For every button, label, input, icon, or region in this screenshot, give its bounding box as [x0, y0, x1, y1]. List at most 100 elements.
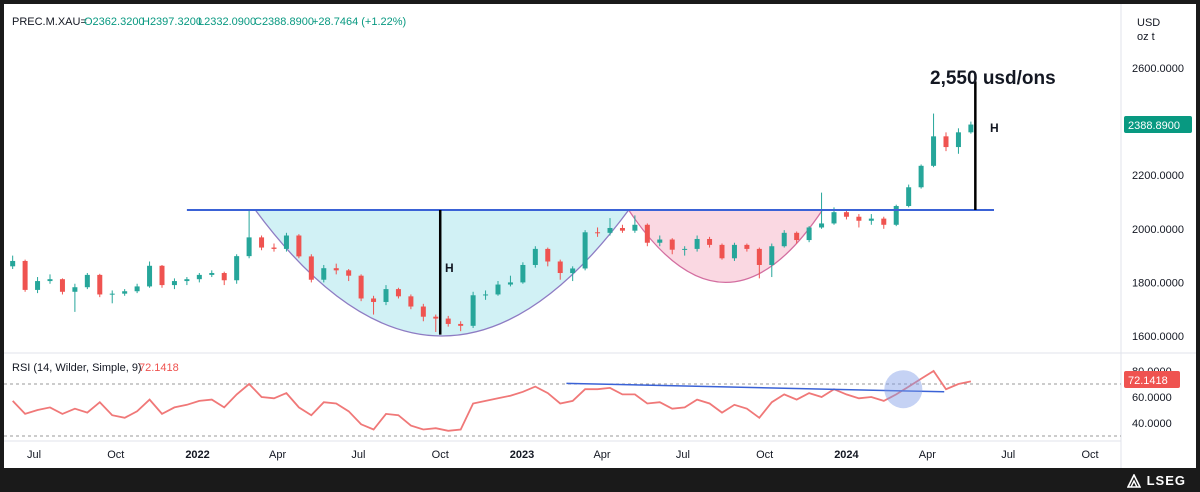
candle-body — [831, 212, 837, 224]
time-tick-label: Oct — [107, 449, 124, 461]
time-tick-label: Jul — [27, 449, 41, 461]
time-tick-label: 2024 — [834, 449, 859, 461]
candle-body — [283, 235, 289, 249]
header-close: C2388.8900 — [254, 16, 314, 28]
price-axis: 2600.00002400.00002200.00002000.00001800… — [1132, 63, 1184, 343]
rsi-value-tag — [1124, 371, 1180, 388]
candle-body — [395, 289, 401, 297]
candle-body — [868, 218, 874, 221]
candle-body — [843, 212, 849, 217]
time-tick-label: Apr — [269, 449, 286, 461]
candle-body — [968, 124, 974, 133]
candle-body — [657, 239, 663, 243]
header-symbol: PREC.M.XAU= — [12, 16, 87, 28]
rsi-label: RSI (14, Wilder, Simple, 9) — [12, 362, 142, 374]
candle-body — [632, 224, 638, 231]
candle-body — [196, 274, 202, 280]
candle-body — [744, 244, 750, 249]
candle-body — [619, 227, 625, 231]
candle-body — [943, 136, 949, 148]
rsi-tick-label: 40.0000 — [1132, 418, 1172, 430]
candle-body — [408, 296, 414, 307]
candle-body — [719, 244, 725, 259]
candle-body — [669, 239, 675, 250]
candle-body — [856, 216, 862, 221]
time-tick-label: 2022 — [185, 449, 209, 461]
lseg-logo-icon — [1126, 473, 1141, 488]
candle-body — [470, 295, 476, 326]
price-tick-label: 1800.0000 — [1132, 277, 1184, 289]
candle-body — [918, 165, 924, 188]
candle-body — [520, 264, 526, 283]
candle-body — [234, 256, 240, 281]
current-price-text: 2388.8900 — [1128, 120, 1180, 132]
candle-body — [171, 281, 177, 286]
rsi-pane — [4, 369, 1121, 437]
candle-body — [271, 247, 277, 249]
candle-body — [694, 238, 700, 249]
candle-body — [545, 248, 551, 262]
candle-body — [109, 293, 115, 295]
annotations — [186, 81, 994, 335]
candle-body — [570, 268, 576, 274]
lseg-logo-text: LSEG — [1146, 473, 1186, 488]
time-tick-label: Oct — [756, 449, 773, 461]
candle-body — [72, 287, 78, 292]
candle-body — [122, 291, 128, 294]
candle-body — [557, 261, 563, 274]
rsi-tick-label: 60.0000 — [1132, 392, 1172, 404]
candle-body — [495, 284, 501, 295]
candle-body — [532, 248, 538, 265]
candle-body — [159, 265, 165, 286]
current-price-tag — [1124, 116, 1192, 133]
candle-body — [819, 223, 825, 228]
candle-body — [147, 265, 153, 287]
candle-body — [644, 224, 650, 243]
candle-body — [595, 232, 601, 234]
time-tick-label: Oct — [1081, 449, 1098, 461]
candle-body — [769, 246, 775, 265]
candle-body — [10, 260, 16, 267]
candle-body — [59, 279, 65, 292]
cup-and-handle-pattern — [254, 209, 823, 337]
header-low: L2332.0900 — [198, 16, 256, 28]
candle-body — [97, 274, 103, 295]
rsi-value-tag-text: 72.1418 — [1128, 375, 1168, 387]
lseg-logo: LSEG — [1126, 473, 1186, 488]
time-tick-label: Apr — [593, 449, 610, 461]
candle-body — [346, 270, 352, 276]
candle-body — [221, 273, 227, 281]
candle-body — [756, 248, 762, 265]
candle-body — [781, 232, 787, 247]
rsi-line — [12, 369, 972, 432]
candle-body — [333, 268, 339, 271]
candle-body — [35, 281, 41, 290]
time-tick-label: Oct — [432, 449, 449, 461]
candle-body — [259, 237, 265, 248]
candles — [10, 113, 974, 332]
currency-label: USD — [1137, 17, 1160, 29]
candle-body — [209, 273, 215, 275]
chart-svg[interactable]: PREC.M.XAU= O2362.3200 H2397.3200 L2332.… — [4, 4, 1196, 468]
candle-body — [931, 136, 937, 166]
candle-body — [184, 279, 190, 282]
rsi-breakout-highlight — [884, 370, 923, 409]
candle-body — [420, 306, 426, 317]
target-annotation: 2,550 usd/ons — [930, 68, 1056, 89]
price-tick-label: 2200.0000 — [1132, 170, 1184, 182]
candle-body — [358, 275, 364, 299]
header-change: +28.7464 (+1.22%) — [312, 16, 406, 28]
h-label-left: H — [445, 261, 454, 275]
currency-unit: oz t — [1137, 31, 1155, 43]
candle-body — [308, 256, 314, 280]
candle-body — [607, 227, 613, 233]
candle-body — [582, 232, 588, 269]
price-tick-label: 2000.0000 — [1132, 224, 1184, 236]
time-tick-label: Apr — [919, 449, 936, 461]
time-tick-label: Jul — [1001, 449, 1015, 461]
rsi-trendline — [566, 382, 945, 393]
chart-panel: PREC.M.XAU= O2362.3200 H2397.3200 L2332.… — [4, 4, 1196, 468]
h-label-right: H — [990, 121, 999, 135]
header-open: O2362.3200 — [84, 16, 145, 28]
header-high: H2397.3200 — [142, 16, 202, 28]
